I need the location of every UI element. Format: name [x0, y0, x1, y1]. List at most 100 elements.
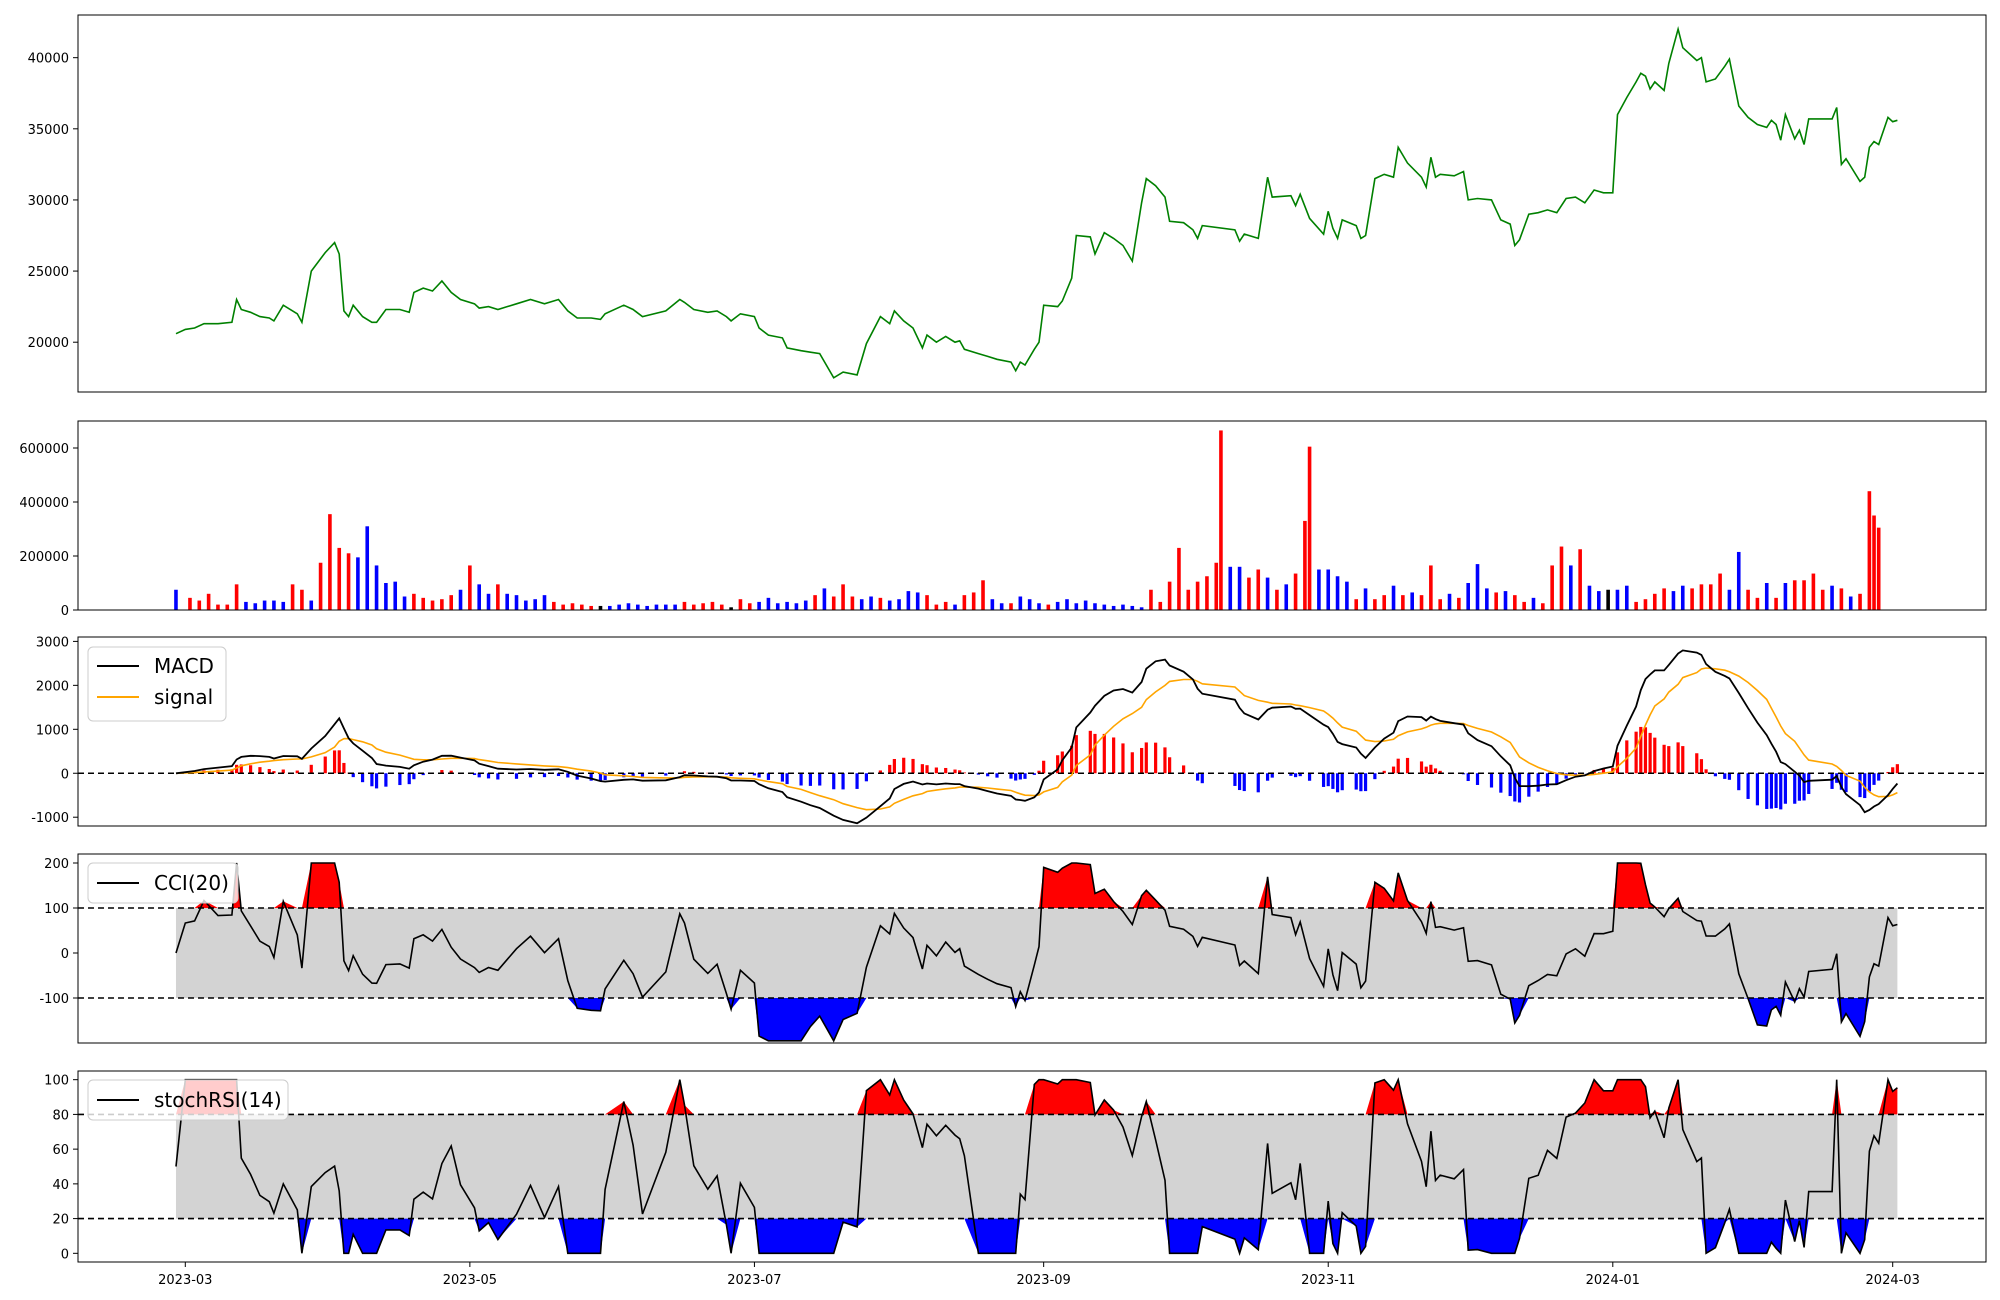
macd-hist-bar [598, 773, 603, 782]
volume-bar [1811, 573, 1816, 610]
y-tick-label: 100 [44, 902, 69, 917]
macd-hist-bar [1867, 773, 1871, 792]
macd-hist-bar [1704, 769, 1708, 774]
volume-bar [691, 604, 696, 610]
y-tick-label: 35000 [28, 123, 69, 138]
volume-bar [402, 596, 407, 610]
volume-bar [1317, 569, 1321, 610]
macd-hist-bar [1653, 737, 1657, 774]
y-tick-label: -1000 [31, 811, 69, 826]
volume-bar [309, 600, 314, 610]
volume-bar [1652, 593, 1657, 610]
macd-hist-bar [1298, 773, 1302, 777]
macd-hist-bar [1121, 743, 1125, 774]
macd-hist-bar [1723, 773, 1727, 779]
macd-hist-bar [1200, 773, 1204, 784]
macd-hist-bar [1321, 773, 1326, 787]
macd-hist-bar [724, 773, 729, 775]
volume-bar [841, 584, 845, 610]
macd-hist-bar [1037, 770, 1041, 774]
macd-hist-bar [1396, 758, 1400, 774]
volume-bar [1111, 605, 1116, 610]
volume-bar [1522, 601, 1526, 610]
volume-bar [1830, 585, 1834, 610]
volume-bar [449, 595, 454, 610]
volume-bar [1503, 591, 1508, 610]
macd-hist-bar [1564, 773, 1568, 779]
macd-hist-bar [1676, 742, 1680, 774]
macd-hist-bar [1475, 773, 1480, 785]
macd-hist-bar [855, 773, 859, 789]
macd-hist-bar [962, 772, 966, 774]
cci-line [175, 862, 1898, 1043]
macd-hist-bar [398, 773, 402, 786]
volume-bar [1792, 580, 1797, 610]
volume-bar [1690, 588, 1694, 610]
volume-bar [300, 589, 304, 610]
volume-bar [1764, 583, 1769, 610]
price-line [175, 26, 1898, 379]
macd-hist-bar [1182, 765, 1186, 774]
volume-bar [505, 593, 509, 610]
macd-hist-bar [1265, 773, 1270, 781]
x-tick-label: 2024-01 [1586, 1273, 1640, 1288]
macd-hist-bar [1891, 767, 1895, 774]
volume-bar [244, 601, 248, 610]
volume-bar [766, 597, 771, 610]
macd-hist-bar [808, 773, 813, 786]
y-tick-label: 20000 [28, 336, 69, 351]
legend-label: CCI(20) [154, 871, 229, 895]
volume-bar [953, 604, 957, 610]
macd-hist-bar [407, 773, 411, 785]
volume-bar [421, 597, 426, 610]
volume-bar [1578, 549, 1582, 610]
macd-hist-bar [920, 764, 924, 774]
volume-bar [1265, 577, 1270, 610]
macd-hist-bar [902, 757, 906, 774]
volume-bar [747, 603, 752, 610]
volume-bar [1195, 581, 1200, 610]
volume-bar [1167, 581, 1172, 610]
volume-bar [318, 562, 323, 610]
volume-bar [906, 591, 911, 610]
macd-hist-bar [1056, 755, 1060, 774]
volume-bar [486, 593, 491, 610]
macd-hist-bar [1863, 773, 1867, 799]
volume-bar [1624, 585, 1629, 610]
y-tick-label: -100 [39, 992, 69, 1007]
macd-hist-bar [1433, 768, 1438, 774]
volume-bar [234, 584, 239, 610]
volume-bar [1139, 607, 1144, 610]
macd-hist-bar [1844, 773, 1848, 793]
macd-hist-bar [1499, 773, 1503, 793]
volume-bar [1275, 589, 1279, 610]
macd-hist-bar [1513, 773, 1517, 802]
volume-bar [1303, 520, 1307, 610]
volume-bar [757, 601, 761, 610]
macd-hist-bar [752, 773, 757, 776]
volume-bar [1774, 597, 1778, 610]
volume-bar [1018, 596, 1023, 610]
volume-bar [1531, 597, 1536, 610]
macd-hist-bar [360, 773, 365, 783]
volume-bar [225, 604, 230, 610]
macd-hist-bar [1858, 773, 1862, 798]
macd-hist-bar [374, 773, 379, 789]
volume-bar [337, 547, 342, 610]
macd-hist-bar [953, 769, 957, 774]
macd-hist-bar [1256, 773, 1260, 793]
volume-bar [1513, 595, 1517, 610]
volume-bar [328, 514, 332, 610]
volume-bar [1447, 593, 1452, 610]
volume-bar [281, 601, 286, 610]
volume-bar [878, 597, 883, 610]
macd-hist-bar [1419, 761, 1424, 774]
macd-hist-bar [911, 758, 915, 774]
volume-bar [1550, 565, 1554, 610]
legend-label: MACD [154, 654, 214, 678]
volume-bar [1699, 584, 1704, 610]
volume-bar [1354, 599, 1359, 610]
macd-hist-bar [1643, 727, 1648, 774]
macd-hist-bar [1611, 767, 1615, 774]
volume-bar [1177, 547, 1181, 610]
